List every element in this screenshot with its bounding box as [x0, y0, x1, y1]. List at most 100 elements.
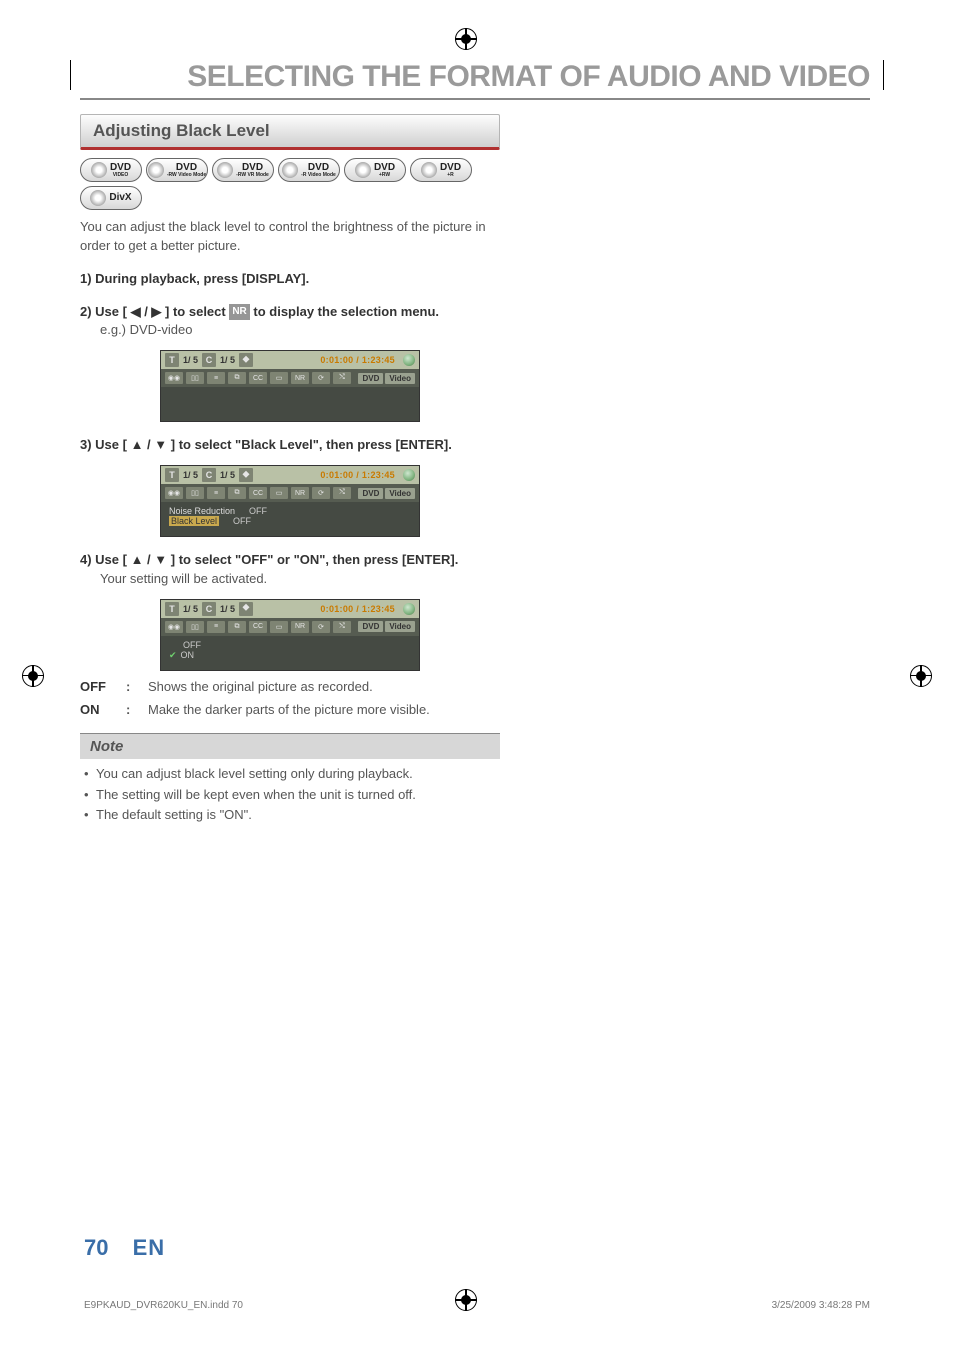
osd-mini-icon: CC: [249, 487, 267, 499]
footer-meta: E9PKAUD_DVR620KU_EN.indd 70 3/25/2009 3:…: [84, 1300, 870, 1311]
osd-screenshot-3: T 1/ 5 C 1/ 5 ⯁ 0:01:00 / 1:23:45 ◉◉ ▯▯ …: [160, 599, 420, 671]
kv-on: ON : Make the darker parts of the pictur…: [80, 702, 500, 717]
bit-icon: ⯁: [239, 602, 253, 616]
osd-mini-icon: ⧉: [228, 621, 246, 633]
crop-mark: [883, 60, 884, 90]
osd-screenshot-2: T 1/ 5 C 1/ 5 ⯁ 0:01:00 / 1:23:45 ◉◉ ▯▯ …: [160, 465, 420, 537]
option-label: ON: [181, 650, 195, 660]
kv-key: OFF: [80, 679, 114, 694]
note-item: You can adjust black level setting only …: [82, 765, 498, 784]
reg-mark-left: [22, 665, 44, 687]
step-2: 2) Use [ ◀ / ▶ ] to select NR to display…: [80, 303, 500, 322]
t-icon: T: [165, 468, 179, 482]
osd-mini-icon: ≡: [207, 372, 225, 384]
t-icon: T: [165, 353, 179, 367]
osd-mini-icon: ▭: [270, 372, 288, 384]
osd-mini-icon: ⟳: [312, 621, 330, 633]
osd-option-off: OFF: [169, 640, 411, 650]
page-title-bar: SELECTING THE FORMAT OF AUDIO AND VIDEO: [80, 60, 870, 100]
up-down-arrows-icon: ▲ / ▼: [127, 437, 171, 452]
osd-pill: DVD Video: [358, 621, 415, 632]
up-down-arrows-icon: ▲ / ▼: [127, 552, 171, 567]
c-icon: C: [202, 602, 216, 616]
osd-mini-icon: ⟳: [312, 372, 330, 384]
kv-value: Shows the original picture as recorded.: [148, 679, 500, 694]
menu-label: Black Level: [169, 516, 219, 526]
osd-mini-icon: ◉◉: [165, 372, 183, 384]
kv-key: ON: [80, 702, 114, 717]
osd-mini-icon: CC: [249, 372, 267, 384]
page-number-value: 70: [84, 1235, 108, 1260]
step-4: 4) Use [ ▲ / ▼ ] to select "OFF" or "ON"…: [80, 551, 500, 570]
bit-icon: ⯁: [239, 468, 253, 482]
c-icon: C: [202, 353, 216, 367]
step-4-post: ] to select "OFF" or "ON", then press [E…: [171, 552, 459, 567]
step-3-pre: 3) Use [: [80, 437, 127, 452]
pill-video: Video: [385, 488, 415, 499]
osd-option-on: ON: [169, 650, 411, 661]
pill-video: Video: [385, 373, 415, 384]
note-body: You can adjust black level setting only …: [80, 759, 500, 830]
section-header: Adjusting Black Level: [80, 114, 500, 150]
osd-mini-icon: ▭: [270, 487, 288, 499]
pill-dvd: DVD: [358, 373, 383, 384]
osd-top-row: T 1/ 5 C 1/ 5 ⯁ 0:01:00 / 1:23:45: [161, 466, 419, 484]
bit-icon: ⯁: [239, 353, 253, 367]
led-icon: [403, 469, 415, 481]
osd-mini-icon: ▯▯: [186, 621, 204, 633]
step-2-post: to display the selection menu.: [250, 304, 439, 319]
badge-dvd-rw-vr: DVD-RW VR Mode: [212, 158, 274, 182]
step-4-pre: 4) Use [: [80, 552, 127, 567]
kv-off: OFF : Shows the original picture as reco…: [80, 679, 500, 694]
badge-dvd-r-video: DVD-R Video Mode: [278, 158, 340, 182]
osd-mini-icon: ⤭: [333, 372, 351, 384]
osd-title-count: 1/ 5: [183, 470, 198, 480]
step-2-pre: 2) Use [: [80, 304, 127, 319]
osd-screenshot-1: T 1/ 5 C 1/ 5 ⯁ 0:01:00 / 1:23:45 ◉◉ ▯▯ …: [160, 350, 420, 422]
step-4-sub: Your setting will be activated.: [100, 570, 500, 589]
osd-mini-icon: ⟳: [312, 487, 330, 499]
osd-mini-icon: ≡: [207, 487, 225, 499]
step-1: 1) During playback, press [DISPLAY].: [80, 270, 500, 289]
osd-mini-icon: ▭: [270, 621, 288, 633]
content-column: Adjusting Black Level DVDVIDEO DVD-RW Vi…: [80, 114, 500, 829]
osd-top-row: T 1/ 5 C 1/ 5 ⯁ 0:01:00 / 1:23:45: [161, 600, 419, 618]
step-3: 3) Use [ ▲ / ▼ ] to select "Black Level"…: [80, 436, 500, 455]
footer-file: E9PKAUD_DVR620KU_EN.indd 70: [84, 1300, 243, 1311]
kv-colon: :: [126, 702, 136, 717]
osd-chapter-count: 1/ 5: [220, 604, 235, 614]
badge-dvd-video: DVDVIDEO: [80, 158, 142, 182]
osd-mini-icon: ▯▯: [186, 487, 204, 499]
osd-body-empty: [161, 387, 419, 421]
page-content: SELECTING THE FORMAT OF AUDIO AND VIDEO …: [80, 60, 870, 829]
note-box: Note You can adjust black level setting …: [80, 733, 500, 830]
osd-mini-icon: ▯▯: [186, 372, 204, 384]
page-lang: EN: [133, 1235, 166, 1260]
osd-mini-icon: ◉◉: [165, 487, 183, 499]
osd-mini-icon: ◉◉: [165, 621, 183, 633]
reg-mark-top: [455, 28, 477, 50]
osd-pill: DVD Video: [358, 488, 415, 499]
intro-text: You can adjust the black level to contro…: [80, 218, 500, 256]
option-label: OFF: [183, 640, 201, 650]
osd-icon-row: ◉◉ ▯▯ ≡ ⧉ CC ▭ NR ⟳ ⤭ DVD Video: [161, 484, 419, 502]
left-right-arrows-icon: ◀ / ▶: [127, 304, 165, 319]
osd-mini-icon: ≡: [207, 621, 225, 633]
reg-mark-right: [910, 665, 932, 687]
osd-icon-row: ◉◉ ▯▯ ≡ ⧉ CC ▭ NR ⟳ ⤭ DVD Video: [161, 369, 419, 387]
c-icon: C: [202, 468, 216, 482]
osd-top-row: T 1/ 5 C 1/ 5 ⯁ 0:01:00 / 1:23:45: [161, 351, 419, 369]
pill-dvd: DVD: [358, 488, 383, 499]
osd-time: 0:01:00 / 1:23:45: [320, 355, 395, 365]
osd-mini-icon: NR: [291, 372, 309, 384]
osd-mini-icon: ⧉: [228, 372, 246, 384]
osd-icon-row: ◉◉ ▯▯ ≡ ⧉ CC ▭ NR ⟳ ⤭ DVD Video: [161, 618, 419, 636]
osd-mini-icon: ⧉: [228, 487, 246, 499]
step-2-mid: ] to select: [165, 304, 229, 319]
osd-mini-icon: NR: [291, 487, 309, 499]
osd-mini-icon: ⤭: [333, 621, 351, 633]
step-3-post: ] to select "Black Level", then press [E…: [171, 437, 452, 452]
osd-time: 0:01:00 / 1:23:45: [320, 604, 395, 614]
kv-value: Make the darker parts of the picture mor…: [148, 702, 500, 717]
pill-dvd: DVD: [358, 621, 383, 632]
